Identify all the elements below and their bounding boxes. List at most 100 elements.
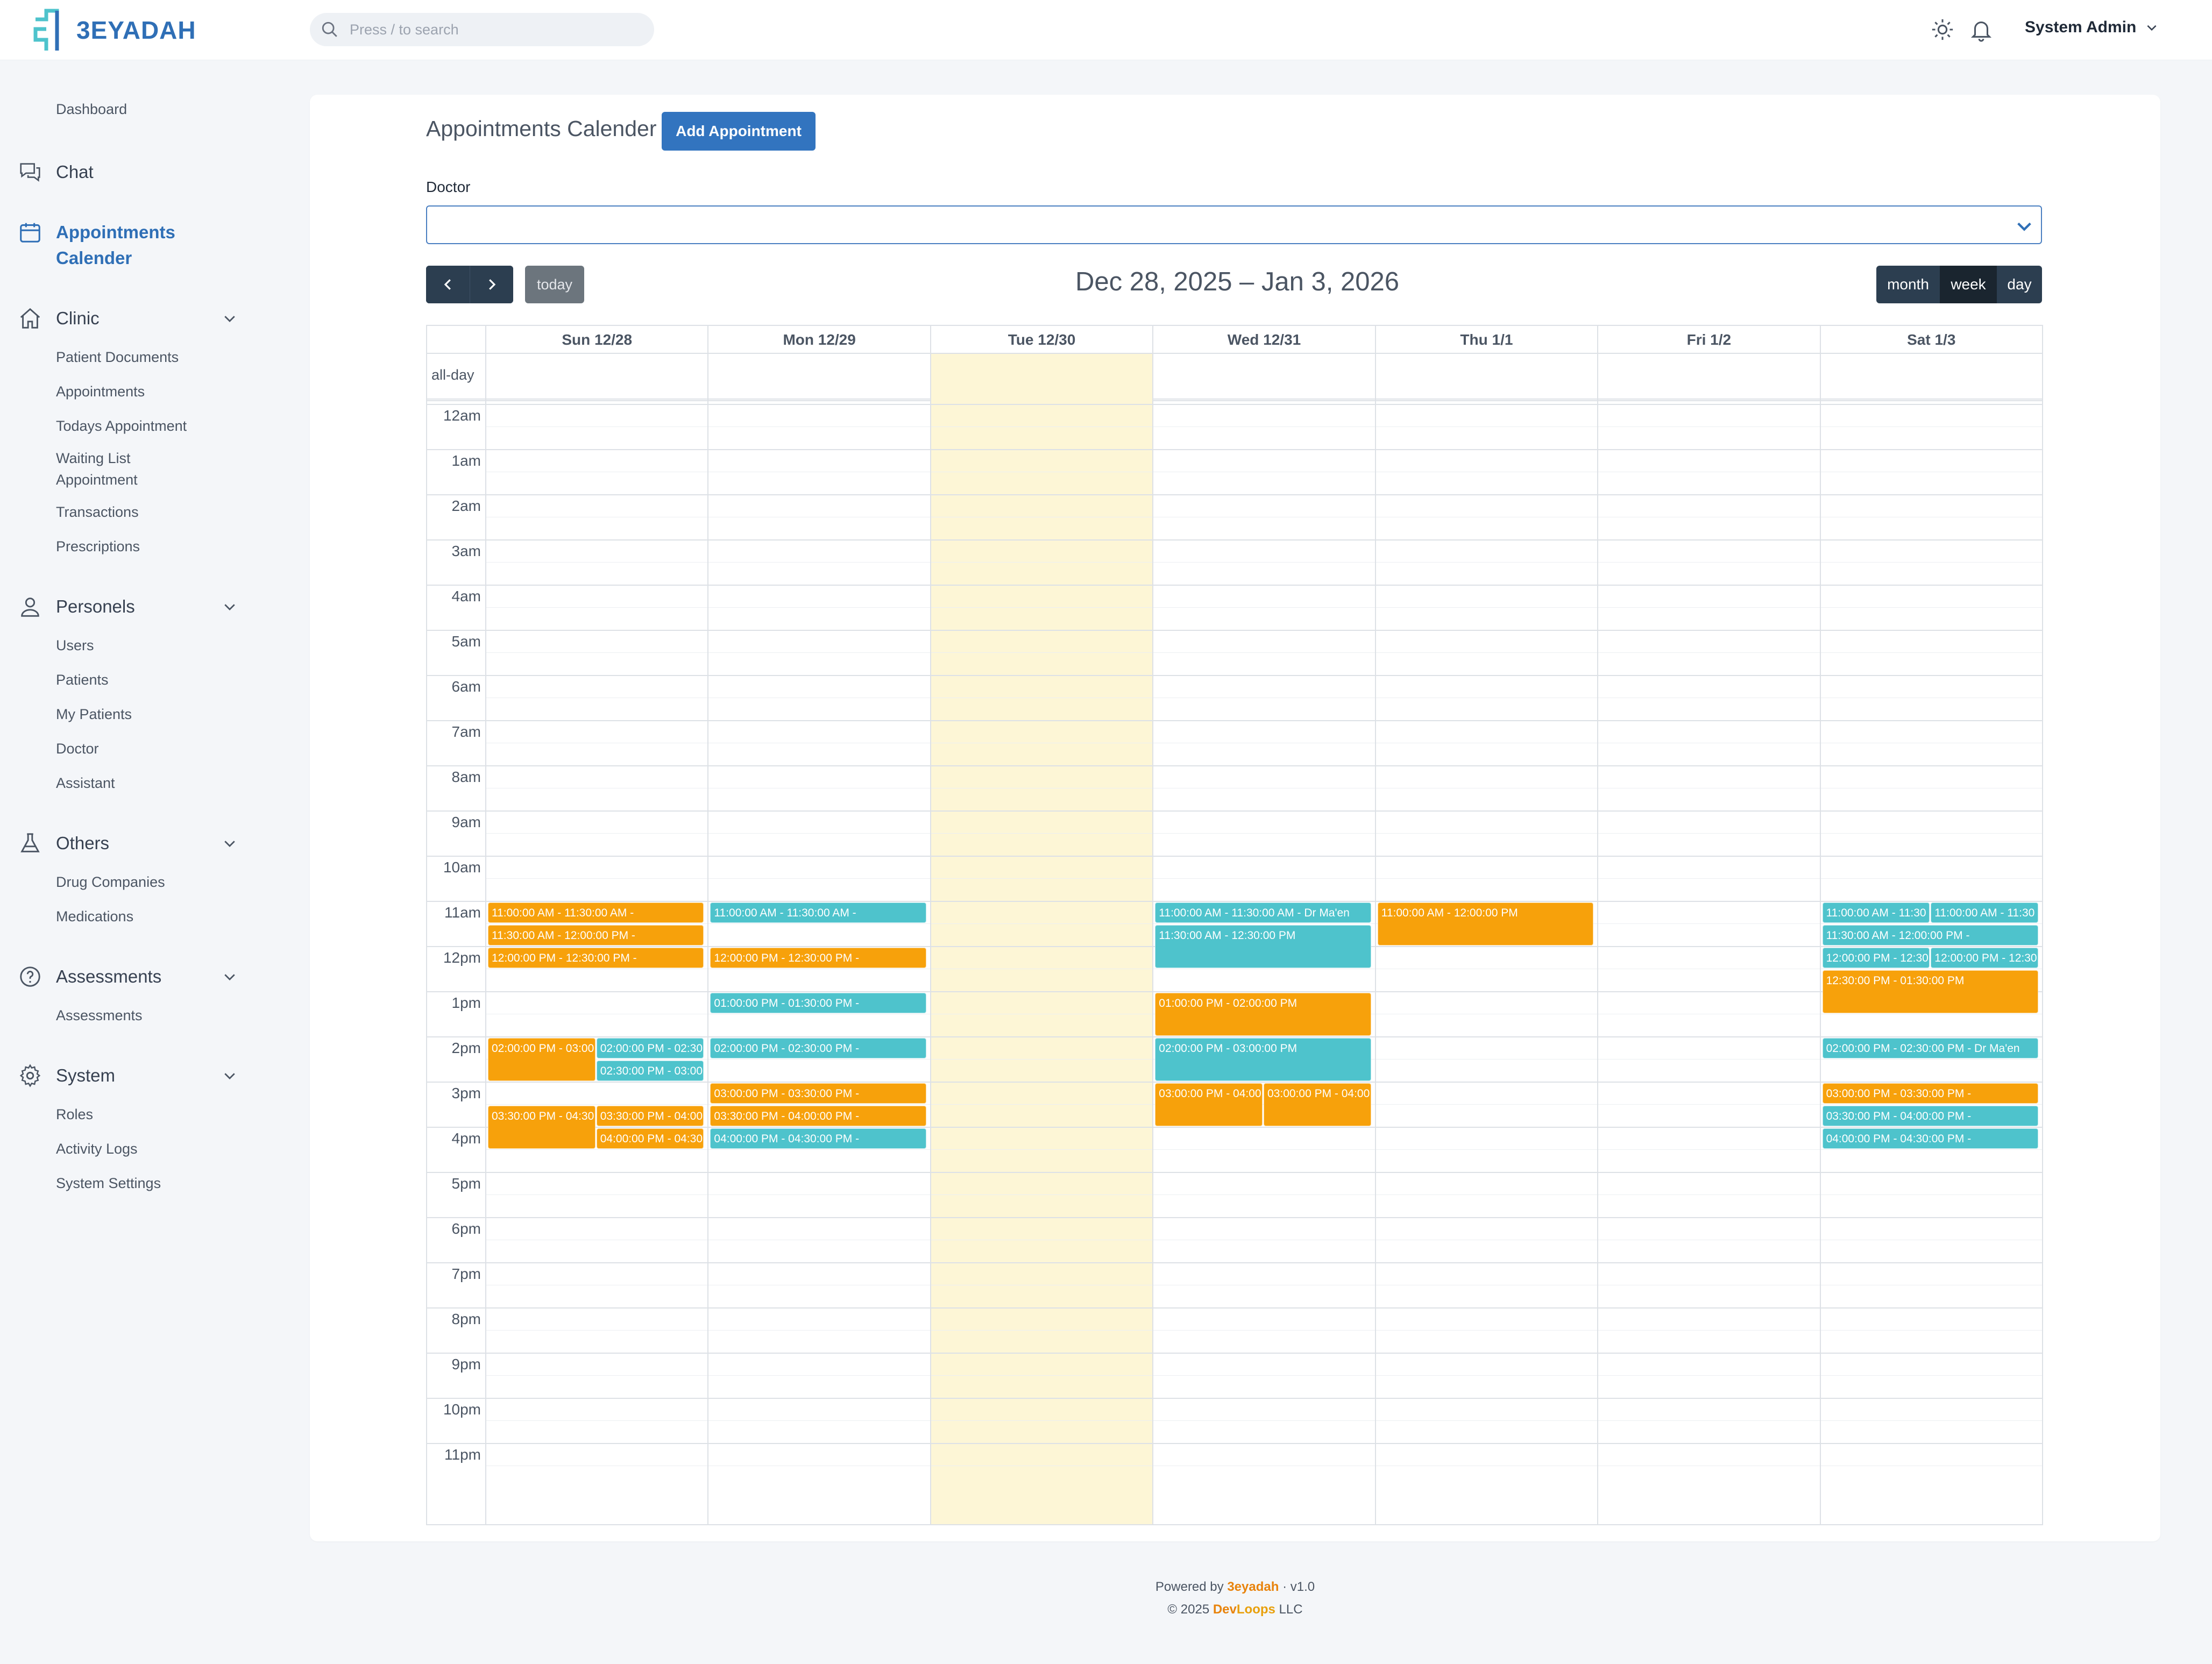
sidebar-item-activity-logs[interactable]: Activity Logs	[56, 1141, 138, 1157]
appointment-event[interactable]: 03:30:00 PM - 04:00	[596, 1106, 704, 1126]
sidebar-item-assessments[interactable]: Assessments	[56, 1007, 143, 1023]
appointment-event[interactable]: 02:30:00 PM - 03:00	[596, 1061, 704, 1081]
day-header[interactable]: Tue 12/30	[930, 326, 1152, 354]
appointment-event[interactable]: 03:30:00 PM - 04:00:00 PM -	[1822, 1106, 2038, 1126]
company-name-loops[interactable]: Loops	[1236, 1602, 1275, 1617]
sidebar-item-medications[interactable]: Medications	[56, 908, 134, 925]
sidebar-section-system[interactable]: System	[17, 1063, 238, 1089]
appointment-event[interactable]: 04:00:00 PM - 04:30:00 PM -	[710, 1128, 926, 1149]
sidebar-section-personels[interactable]: Personels	[17, 594, 238, 620]
sidebar-item-patient-documents[interactable]: Patient Documents	[56, 349, 179, 365]
version-text: · v1.0	[1282, 1580, 1315, 1594]
hour-label: 8pm	[451, 1311, 481, 1327]
appointment-event[interactable]: 04:00:00 PM - 04:30	[596, 1128, 704, 1149]
hour-label: 11pm	[444, 1446, 481, 1463]
appointment-event[interactable]: 03:00:00 PM - 03:30:00 PM -	[1822, 1083, 2038, 1104]
day-header[interactable]: Mon 12/29	[707, 326, 930, 354]
appointment-event[interactable]: 11:00:00 AM - 11:30:00 AM -	[488, 902, 704, 923]
sidebar-item-my-patients[interactable]: My Patients	[56, 706, 132, 722]
day-header[interactable]: Wed 12/31	[1152, 326, 1374, 354]
add-appointment-button[interactable]: Add Appointment	[662, 112, 816, 151]
day-header[interactable]: Thu 1/1	[1374, 326, 1597, 354]
sidebar-item-appointments[interactable]: Appointments	[56, 383, 145, 400]
appointment-event[interactable]: 03:30:00 PM - 04:30	[488, 1106, 595, 1149]
user-menu[interactable]: System Admin	[2025, 18, 2159, 37]
sidebar-item-prescriptions[interactable]: Prescriptions	[56, 538, 140, 554]
sidebar-item-chat[interactable]: Chat	[17, 159, 238, 185]
sidebar-item-system-settings[interactable]: System Settings	[56, 1175, 161, 1191]
day-header[interactable]: Sat 1/3	[1819, 326, 2042, 354]
appointment-event[interactable]: 01:00:00 PM - 01:30:00 PM -	[710, 993, 926, 1013]
appointment-event[interactable]: 11:30:00 AM - 12:30:00 PM	[1155, 925, 1371, 968]
sidebar-item-dashboard[interactable]: Dashboard	[56, 101, 127, 117]
powered-by-brand[interactable]: 3eyadah	[1227, 1580, 1279, 1594]
sidebar-item-users[interactable]: Users	[56, 637, 94, 653]
appointment-event[interactable]: 02:00:00 PM - 02:30:00 PM -	[710, 1038, 926, 1058]
today-button[interactable]: today	[525, 266, 584, 303]
appointment-event[interactable]: 11:00:00 AM - 12:00:00 PM	[1377, 902, 1594, 945]
appointment-event[interactable]: 03:00:00 PM - 04:00	[1264, 1083, 1371, 1126]
hour-label: 4pm	[451, 1130, 481, 1147]
sidebar-section-label: Clinic	[56, 308, 100, 328]
prev-week-button[interactable]	[426, 266, 470, 303]
sidebar-item-assistant[interactable]: Assistant	[56, 775, 115, 791]
appointment-event[interactable]: 03:00:00 PM - 03:30:00 PM -	[710, 1083, 926, 1104]
sidebar-item-waiting-list-appointment[interactable]: Waiting List Appointment	[56, 450, 138, 488]
hour-label: 8am	[451, 769, 481, 785]
chevron-left-icon	[444, 279, 451, 290]
view-week-button[interactable]: week	[1940, 266, 1997, 303]
appointment-event[interactable]: 12:00:00 PM - 12:30	[1931, 948, 2038, 968]
doctor-select[interactable]	[426, 205, 2042, 244]
appointment-event-label: 11:30:00 AM - 12:00:00 PM -	[492, 929, 635, 942]
half-hour-gridline	[485, 607, 2042, 608]
sidebar-item-doctor[interactable]: Doctor	[56, 741, 99, 757]
hour-label: 3pm	[451, 1085, 481, 1101]
appointment-event-label: 11:00:00 AM - 11:30	[1826, 907, 1926, 919]
sidebar-item-patients[interactable]: Patients	[56, 672, 109, 688]
appointment-event[interactable]: 12:00:00 PM - 12:30:00 PM -	[710, 948, 926, 968]
sidebar-item-transactions[interactable]: Transactions	[56, 504, 139, 520]
view-day-button[interactable]: day	[1997, 266, 2042, 303]
appointment-event[interactable]: 01:00:00 PM - 02:00:00 PM	[1155, 993, 1371, 1036]
appointment-event[interactable]: 11:30:00 AM - 12:00:00 PM -	[1822, 925, 2038, 945]
hour-gridline	[427, 1262, 2042, 1263]
notification-bell-icon[interactable]	[1969, 17, 1994, 42]
logo[interactable]: 3EYADAH	[31, 5, 196, 55]
appointment-event[interactable]: 02:00:00 PM - 02:30	[596, 1038, 704, 1058]
sidebar-section-clinic[interactable]: Clinic	[17, 305, 238, 331]
appointment-event[interactable]: 02:00:00 PM - 02:30:00 PM - Dr Ma'en	[1822, 1038, 2038, 1058]
appointment-event[interactable]: 11:00:00 AM - 11:30	[1931, 902, 2038, 923]
day-header[interactable]: Sun 12/28	[485, 326, 707, 354]
appointment-event-label: 12:00:00 PM - 12:30:00 PM -	[492, 952, 637, 964]
view-month-button[interactable]: month	[1876, 266, 1940, 303]
sidebar-item-todays-appointment[interactable]: Todays Appointment	[56, 418, 187, 434]
appointment-event[interactable]: 02:00:00 PM - 03:00:00 PM	[1155, 1038, 1371, 1081]
company-name-dev[interactable]: Dev	[1213, 1602, 1237, 1617]
appointment-event[interactable]: 11:30:00 AM - 12:00:00 PM -	[488, 925, 704, 945]
search-input[interactable]	[350, 21, 629, 38]
next-week-button[interactable]	[470, 266, 513, 303]
appointment-event[interactable]: 12:30:00 PM - 01:30:00 PM	[1822, 970, 2038, 1013]
sidebar-item-roles[interactable]: Roles	[56, 1106, 94, 1122]
person-icon	[17, 594, 43, 620]
appointment-event[interactable]: 12:00:00 PM - 12:30:00 PM -	[488, 948, 704, 968]
question-circle-icon	[17, 964, 43, 990]
appointment-event[interactable]: 11:00:00 AM - 11:30:00 AM - Dr Ma'en	[1155, 902, 1371, 923]
appointment-event[interactable]: 02:00:00 PM - 03:00	[488, 1038, 595, 1081]
appointment-event[interactable]: 11:00:00 AM - 11:30	[1822, 902, 1930, 923]
appointment-event[interactable]: 03:00:00 PM - 04:00	[1155, 1083, 1263, 1126]
sidebar-item-appointments-calender[interactable]: Appointments Calender	[17, 219, 238, 271]
sidebar-item-drug-companies[interactable]: Drug Companies	[56, 874, 165, 890]
search-box[interactable]	[310, 13, 654, 46]
appointment-event[interactable]: 11:00:00 AM - 11:30:00 AM -	[710, 902, 926, 923]
theme-toggle-sun-icon[interactable]	[1930, 17, 1955, 42]
appointment-event[interactable]: 04:00:00 PM - 04:30:00 PM -	[1822, 1128, 2038, 1149]
day-header[interactable]: Fri 1/2	[1597, 326, 1819, 354]
appointment-event[interactable]: 03:30:00 PM - 04:00:00 PM -	[710, 1106, 926, 1126]
sidebar-section-assessments[interactable]: Assessments	[17, 964, 238, 990]
sidebar-section-others[interactable]: Others	[17, 830, 238, 856]
hour-gridline	[427, 449, 2042, 450]
appointment-event-label: 02:00:00 PM - 03:00:00 PM	[1159, 1042, 1298, 1055]
appointment-event[interactable]: 12:00:00 PM - 12:30	[1822, 948, 1930, 968]
day-column-divider	[707, 354, 709, 1524]
